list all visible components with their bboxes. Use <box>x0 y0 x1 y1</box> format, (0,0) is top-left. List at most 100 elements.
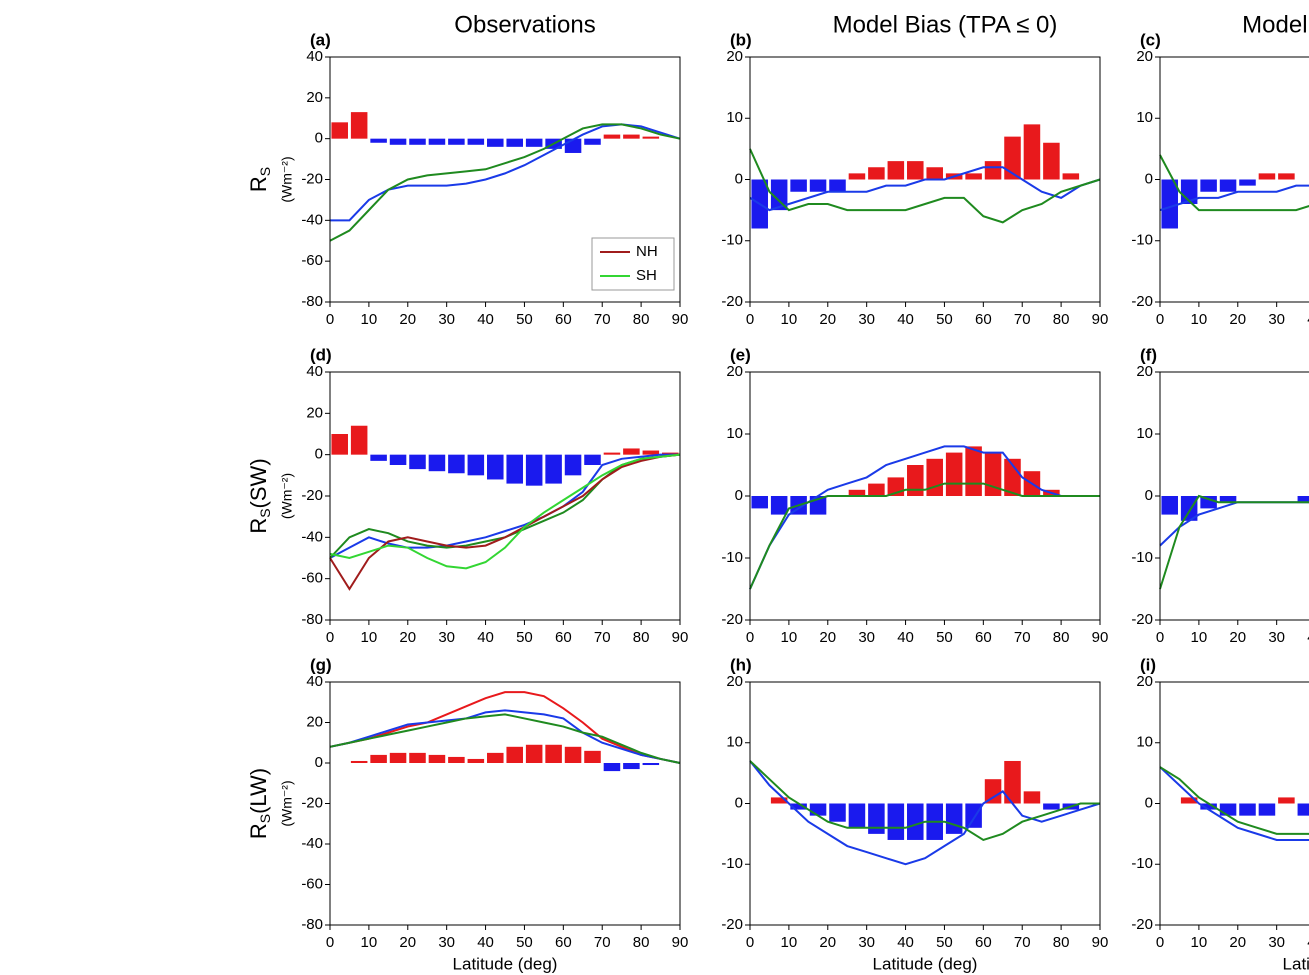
y-tick-label: -20 <box>721 293 743 310</box>
panel-label: (a) <box>310 30 331 49</box>
y-tick-label: -80 <box>301 916 323 933</box>
bar <box>545 454 562 484</box>
bar <box>389 752 407 763</box>
y-tick-label: -20 <box>301 170 323 187</box>
bar <box>623 134 640 139</box>
x-tick-label: 30 <box>858 934 875 951</box>
bar <box>1023 124 1041 180</box>
x-tick-label: 40 <box>1307 629 1309 646</box>
x-tick-label: 20 <box>819 934 836 951</box>
y-label-main: R <box>246 518 271 534</box>
column-title: Model Bias (TPA > 0) <box>1242 11 1309 38</box>
column-title: Model Bias (TPA ≤ 0) <box>833 11 1058 38</box>
bar <box>642 763 660 766</box>
panel: -20 -10 0 10 20 0 10 20 30 40 50 60 70 80 90 (b) Model B… <box>721 11 1108 328</box>
bar <box>564 746 582 763</box>
x-tick-label: 80 <box>1053 629 1070 646</box>
x-tick-label: 30 <box>858 629 875 646</box>
y-tick-label: 40 <box>306 363 323 380</box>
x-tick-label: 40 <box>477 629 494 646</box>
x-tick-label: 20 <box>399 934 416 951</box>
y-tick-label: 10 <box>1136 109 1153 126</box>
bar <box>868 483 885 496</box>
bar <box>868 167 885 180</box>
line-series <box>749 445 1100 590</box>
bar <box>790 179 807 192</box>
bar <box>467 454 485 476</box>
x-tick-label: 0 <box>746 934 754 951</box>
bar <box>1180 797 1198 804</box>
line-series <box>749 760 1101 866</box>
x-tick-label: 20 <box>1229 311 1246 328</box>
y-tick-label: 0 <box>735 487 743 504</box>
line-series <box>1159 501 1309 547</box>
y-tick-label: 20 <box>306 404 323 421</box>
y-tick-label: 0 <box>735 794 743 811</box>
x-tick-label: 60 <box>975 311 992 328</box>
x-tick-label: 70 <box>594 311 611 328</box>
y-label-main: R <box>246 176 271 192</box>
bar <box>448 454 465 474</box>
bar <box>1161 179 1178 229</box>
bar <box>642 136 660 139</box>
bar <box>1219 803 1237 816</box>
y-tick-label: -10 <box>1131 855 1153 872</box>
y-tick-label: 20 <box>1136 363 1153 380</box>
x-tick-label: 60 <box>975 629 992 646</box>
panel-label: (b) <box>730 30 752 49</box>
bar <box>887 161 905 180</box>
y-tick-label: -80 <box>301 293 323 310</box>
bar <box>448 756 465 763</box>
bar <box>584 138 601 145</box>
y-tick-label: -60 <box>301 252 323 269</box>
bar <box>809 803 827 816</box>
x-tick-label: 60 <box>555 311 572 328</box>
y-tick-label: -60 <box>301 570 323 587</box>
bar <box>370 454 387 461</box>
y-tick-label: 20 <box>1136 48 1153 65</box>
y-label-sub: S <box>257 814 273 823</box>
panel-label: (e) <box>730 345 751 364</box>
bar <box>809 179 827 192</box>
y-axis-label: RS(LW) <box>246 768 273 839</box>
bar <box>829 803 846 822</box>
bar <box>506 454 523 484</box>
bar <box>1062 173 1080 180</box>
panel: -20 -10 0 10 20 0 10 20 30 40 50 60 70 80 90 (e) <box>721 345 1108 645</box>
x-tick-label: 0 <box>746 629 754 646</box>
line-series <box>749 760 1100 842</box>
y-label-sub: S <box>257 508 273 517</box>
panel-label: (h) <box>730 655 752 674</box>
y-tick-label: 10 <box>1136 425 1153 442</box>
y-tick-label: -40 <box>301 835 323 852</box>
bar <box>603 134 621 139</box>
bar <box>926 458 943 496</box>
x-tick-label: 50 <box>936 311 953 328</box>
y-axis-unit: (Wm⁻²) <box>279 780 295 826</box>
y-tick-label: 10 <box>1136 734 1153 751</box>
y-tick-label: 0 <box>1145 794 1153 811</box>
bar <box>1219 179 1237 192</box>
y-tick-label: 0 <box>735 170 743 187</box>
bar <box>1297 496 1309 503</box>
y-label-main: R <box>246 823 271 839</box>
bar <box>965 173 982 180</box>
x-tick-label: 0 <box>326 934 334 951</box>
bar <box>525 744 543 763</box>
bar <box>965 803 982 828</box>
x-tick-label: 80 <box>633 629 650 646</box>
y-tick-label: 10 <box>726 425 743 442</box>
x-tick-label: 90 <box>672 311 689 328</box>
x-tick-label: 40 <box>477 311 494 328</box>
x-tick-label: 20 <box>399 311 416 328</box>
line-series <box>1159 766 1309 841</box>
y-tick-label: -20 <box>301 794 323 811</box>
y-tick-label: -40 <box>301 528 323 545</box>
panel-label: (d) <box>310 345 332 364</box>
line-series <box>329 453 681 591</box>
line-series <box>329 713 681 764</box>
x-tick-label: 70 <box>1014 934 1031 951</box>
bar <box>770 179 788 211</box>
bar <box>545 744 562 763</box>
